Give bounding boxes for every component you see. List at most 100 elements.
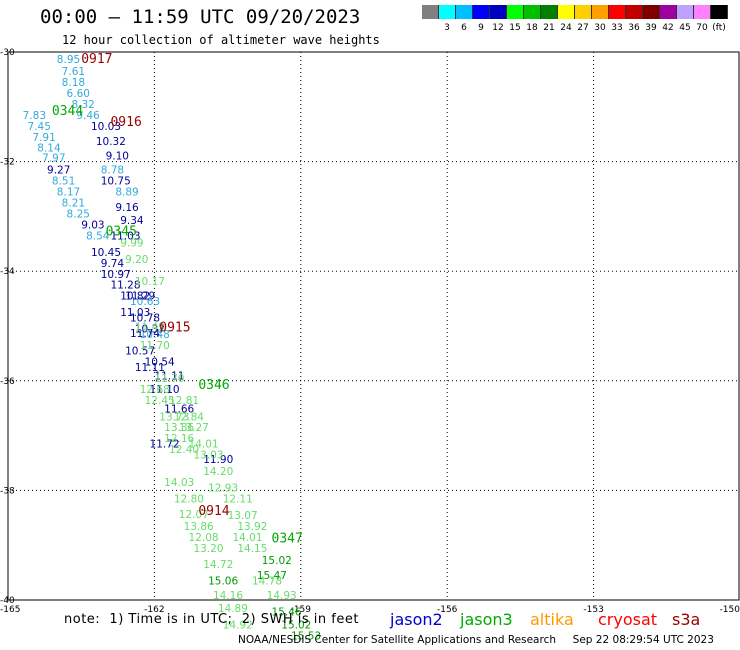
wave-height-point: 13.92 — [237, 521, 267, 533]
wave-height-point: 10.82 — [120, 291, 150, 303]
wave-height-point: 9.16 — [115, 202, 139, 214]
wave-height-point: 10.63 — [130, 296, 160, 308]
wave-height-point: 11.03 — [120, 307, 150, 319]
wave-height-point: 7.45 — [28, 121, 51, 133]
wave-height-point: 12.11 — [223, 493, 253, 505]
x-tick-label: -159 — [291, 605, 312, 615]
colorbar-swatch — [507, 5, 524, 19]
pass-time-label: 0917 — [81, 52, 112, 67]
wave-height-point: 7.91 — [32, 132, 55, 144]
wave-height-point: 13.20 — [193, 543, 223, 555]
wave-height-point: 10.97 — [101, 269, 131, 281]
colorbar-swatch — [626, 5, 643, 19]
wave-height-point: 12.16 — [164, 433, 194, 445]
wave-height-point: 12.40 — [169, 444, 199, 456]
colorbar-label: 6 — [461, 23, 467, 33]
wave-height-point: 11.29 — [125, 291, 155, 303]
colorbar-swatch — [490, 5, 507, 19]
wave-height-point: 13.07 — [228, 510, 258, 522]
wave-height-point: 13.86 — [184, 521, 214, 533]
wave-height-point: 11.03 — [110, 230, 140, 242]
pass-time-label: 0346 — [198, 378, 229, 393]
wave-height-point: 9.27 — [47, 165, 70, 177]
wave-height-point: 12.81 — [169, 395, 199, 407]
colorbar-swatch — [711, 5, 728, 19]
wave-height-point: 12.80 — [174, 493, 204, 505]
colorbar-swatch — [473, 5, 490, 19]
wave-height-point: 7.61 — [62, 66, 85, 78]
wave-height-point: 12.93 — [208, 482, 238, 494]
wave-height-point: 11.11 — [154, 371, 184, 383]
wave-height-point: 8.51 — [52, 176, 75, 188]
wave-height-point: 10.57 — [125, 345, 155, 357]
wave-height-point: 11.49 — [135, 321, 165, 333]
colorbar-label: 33 — [611, 23, 623, 33]
pass-time-label: 0345 — [106, 225, 137, 240]
wave-height-point: 12.84 — [174, 411, 204, 423]
wave-height-point: 12.45 — [145, 395, 175, 407]
wave-height-point: 15.46 — [272, 606, 302, 618]
colorbar-swatch — [677, 5, 694, 19]
colorbar-label: 18 — [526, 23, 538, 33]
wave-height-point: 10.54 — [145, 356, 175, 368]
wave-height-point: 15.02 — [262, 555, 292, 567]
y-tick-label: -36 — [0, 377, 15, 387]
y-tick-label: -40 — [0, 596, 15, 606]
y-tick-label: -34 — [0, 267, 15, 277]
wave-height-point: 15.47 — [257, 570, 287, 582]
colorbar-label: 15 — [509, 23, 521, 33]
colorbar-swatch — [541, 5, 558, 19]
colorbar-label: 70 — [696, 23, 708, 33]
colorbar-swatch — [660, 5, 677, 19]
wave-height-point: 14.01 — [189, 439, 219, 451]
wave-height-point: 14.78 — [252, 576, 282, 588]
wave-height-point: 11.90 — [203, 454, 233, 466]
colorbar-label: 45 — [679, 23, 691, 33]
wave-height-point: 8.18 — [62, 77, 85, 89]
colorbar-swatch — [694, 5, 711, 19]
pass-time-label: 0914 — [198, 504, 229, 519]
wave-height-point: 10.45 — [91, 247, 121, 259]
wave-height-point: 8.78 — [101, 165, 124, 177]
wave-height-point: 13.27 — [179, 422, 209, 434]
wave-height-point: 11.74 — [130, 328, 160, 340]
mission-label: cryosat — [598, 610, 658, 629]
wave-height-point: 13.03 — [193, 450, 223, 462]
pass-time-label: 0916 — [110, 115, 141, 130]
colorbar-swatch — [422, 5, 439, 19]
wave-height-point: 11.70 — [154, 373, 184, 385]
wave-height-point: 13.36 — [164, 422, 194, 434]
wave-height-point: 11.66 — [164, 404, 194, 416]
wave-height-point: 12.07 — [179, 509, 209, 521]
colorbar-swatch — [456, 5, 473, 19]
colorbar-label: 24 — [560, 23, 572, 33]
wave-height-point: 12.08 — [189, 532, 219, 544]
colorbar-swatch — [643, 5, 660, 19]
colorbar-label: 21 — [543, 23, 555, 33]
wave-height-point: 8.21 — [62, 198, 85, 210]
page-subtitle: 12 hour collection of altimeter wave hei… — [62, 33, 380, 47]
x-tick-label: -162 — [144, 605, 164, 615]
wave-height-point: 11.10 — [150, 384, 180, 396]
wave-height-point: 10.78 — [130, 313, 160, 325]
wave-height-point: 11.72 — [150, 439, 180, 451]
wave-height-point: 14.16 — [213, 590, 243, 602]
wave-height-point: 10.75 — [101, 176, 131, 188]
wave-height-point: 14.93 — [267, 590, 297, 602]
wave-height-point: 14.20 — [203, 466, 233, 478]
wave-height-point: 14.72 — [203, 559, 233, 571]
plot-frame — [7, 51, 740, 601]
colorbar-label: 9 — [478, 23, 484, 33]
mission-label: jason3 — [460, 610, 513, 629]
wave-height-point: 9.10 — [106, 150, 129, 162]
colorbar-label: 3 — [444, 23, 450, 33]
wave-height-point: 12.68 — [140, 384, 170, 396]
wave-height-point: 15.06 — [208, 576, 238, 588]
colorbar-label: 42 — [662, 23, 674, 33]
wave-height-point: 6.60 — [67, 88, 90, 100]
wave-height-point: 14.01 — [232, 532, 262, 544]
footer-note: note: 1) Time is in UTC; 2) SWH is in fe… — [64, 612, 359, 627]
wave-height-point: 10.17 — [135, 276, 165, 288]
wave-height-point: 10.03 — [91, 121, 121, 133]
